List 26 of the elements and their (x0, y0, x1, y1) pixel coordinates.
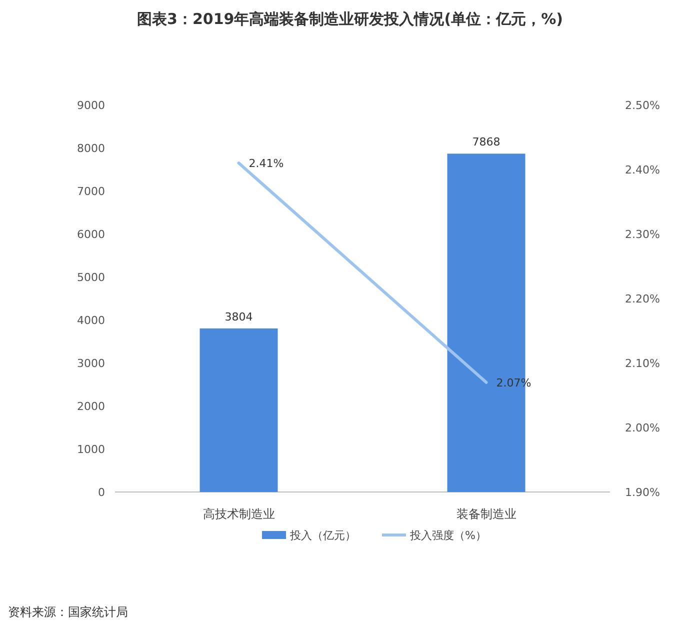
text: 资料来源：国家统计局 (8, 605, 128, 619)
y-tick-label: 2000 (77, 400, 105, 413)
y2-tick-label: 2.50% (625, 99, 660, 112)
y-tick-label: 1000 (77, 443, 105, 456)
x-tick-label: 装备制造业 (456, 507, 516, 521)
chart-title: 图表3：2019年高端装备制造业研发投入情况(单位：亿元，%) (137, 10, 563, 28)
y-tick-label: 6000 (77, 228, 105, 241)
y2-tick-label: 1.90% (625, 486, 660, 499)
y-tick-label: 9000 (77, 99, 105, 112)
x-tick-label: 高技术制造业 (202, 507, 275, 521)
data-label: 7868 (472, 136, 500, 149)
y2-tick-label: 2.30% (625, 228, 660, 241)
y-tick-label: 7000 (77, 185, 105, 198)
legend-label: 投入强度（%） (409, 529, 486, 542)
y-tick-label: 0 (98, 486, 105, 499)
y-tick-label: 8000 (77, 142, 105, 155)
y-tick-label: 5000 (77, 271, 105, 284)
y-tick-label: 3000 (77, 357, 105, 370)
data-label: 2.41% (248, 157, 284, 170)
data-label: 3804 (224, 310, 253, 324)
y2-tick-label: 2.20% (625, 292, 660, 306)
y2-tick-label: 2.40% (625, 164, 660, 176)
y-tick-label: 4000 (77, 314, 105, 327)
y2-tick-label: 2.00% (625, 422, 660, 434)
legend-label: 投入（亿元） (289, 529, 356, 542)
y2-tick-label: 2.10% (625, 357, 660, 370)
